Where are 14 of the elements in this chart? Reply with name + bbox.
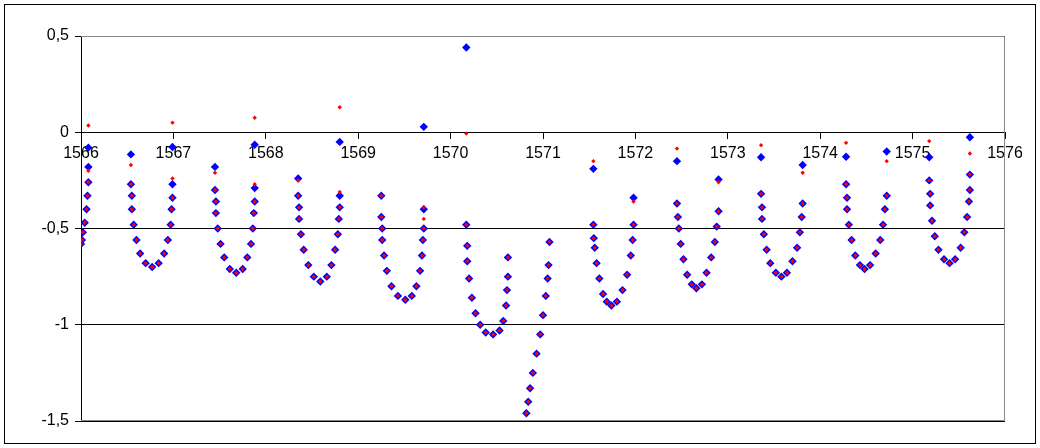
y-tick-label: -0,5 [41,218,70,236]
y-tick-label: 0 [60,122,70,140]
x-tick-label: 1571 [525,144,561,162]
x-tick-label: 1567 [155,144,192,162]
x-tick-label: 1576 [987,144,1023,162]
x-tick-label: 1568 [248,144,284,162]
x-tick-label: 1572 [617,144,654,162]
y-tick-label: 0,5 [46,26,70,44]
y-tick-label: -1 [54,315,70,333]
x-tick-label: 1573 [710,144,746,162]
x-tick-label: 1574 [802,144,839,162]
x-tick-label: 1569 [340,144,377,162]
x-tick-label: 1570 [432,144,469,162]
y-tick-label: -1,5 [41,411,70,429]
